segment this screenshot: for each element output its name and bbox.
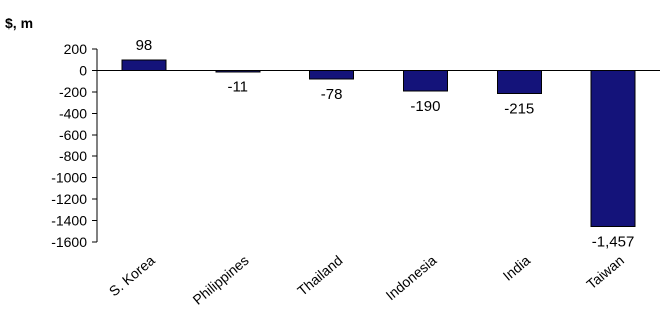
y-ticks: 200 0 -200 -400 -600 -800 -1000 -1200 -1400 -1600 — [51, 41, 97, 250]
y-axis-unit-label: $, m — [5, 15, 33, 31]
category-label: S. Korea — [106, 252, 158, 299]
y-tick-label: -400 — [59, 105, 87, 121]
bar — [402, 69, 448, 92]
category-label: Taiwan — [583, 252, 627, 292]
bar — [121, 59, 167, 71]
data-label: -215 — [504, 100, 534, 117]
data-label: -11 — [227, 79, 248, 96]
data-label: -190 — [410, 98, 440, 115]
y-tick-label: -200 — [59, 84, 87, 100]
bars — [121, 59, 636, 228]
category-label: Indonesia — [383, 252, 440, 303]
category-labels: S. Korea Philippines Thailand Indonesia Indi… — [106, 252, 627, 308]
y-tick-label: -1600 — [51, 234, 87, 250]
y-tick-label: -600 — [59, 127, 87, 143]
category-label: Philippines — [190, 252, 252, 308]
data-labels: 98 -11 -78 -190 -215 -1,457 — [136, 37, 635, 251]
bar — [309, 69, 355, 80]
y-tick-label: -1400 — [51, 213, 87, 229]
bar — [590, 69, 636, 228]
y-tick-label: -1200 — [51, 191, 87, 207]
bar — [215, 69, 261, 73]
category-label: Thailand — [294, 252, 345, 299]
data-label: -1,457 — [592, 234, 635, 251]
data-label: -78 — [321, 86, 343, 103]
y-tick-label: 0 — [79, 62, 87, 78]
data-label: 98 — [136, 37, 153, 54]
category-label: India — [500, 252, 534, 284]
y-tick-label: -800 — [59, 148, 87, 164]
y-tick-label: 200 — [64, 41, 88, 57]
y-tick-label: -1000 — [51, 170, 87, 186]
bar — [496, 69, 542, 94]
